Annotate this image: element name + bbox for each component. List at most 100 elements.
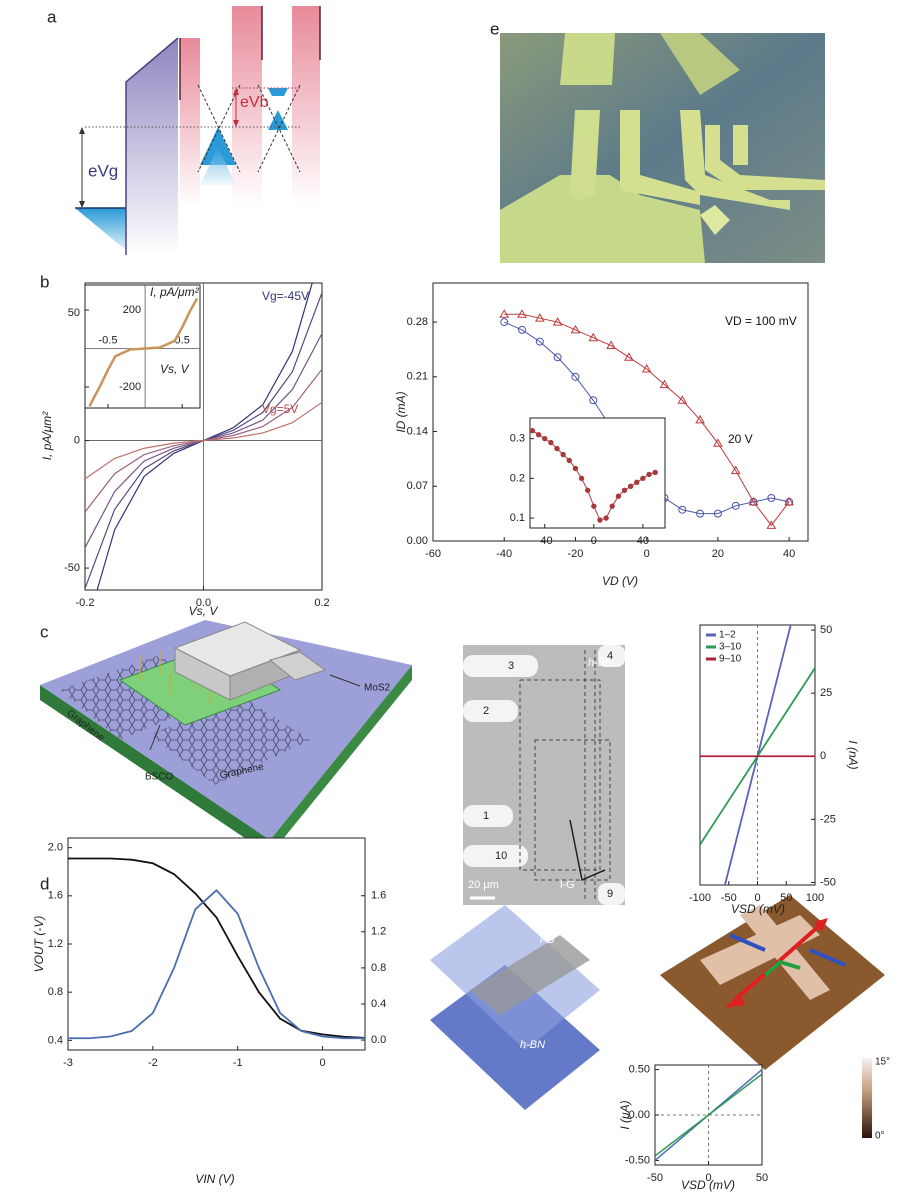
x-tick-label: -100 [689, 892, 711, 904]
shape [232, 6, 262, 206]
y-axis-label: VOUT (-V) [32, 916, 46, 973]
x-tick-label: 50 [756, 1172, 768, 1184]
y2-tick-label: 1.6 [371, 890, 386, 902]
band-label: eVg [88, 161, 118, 180]
series-line [68, 889, 365, 1040]
panel-label: b [40, 272, 49, 291]
series-group [655, 1068, 762, 1162]
marker [615, 493, 622, 499]
y-axis-label: ID (mA) [394, 391, 408, 432]
shape [268, 88, 288, 96]
x-axis-label: VD (V) [602, 574, 638, 588]
y2-tick-label: 0.4 [371, 998, 386, 1010]
marker [584, 487, 591, 493]
shape [125, 37, 179, 255]
marker [572, 465, 579, 472]
shape [569, 819, 606, 882]
shape [763, 959, 801, 977]
annotation: Vg=5V [262, 402, 298, 416]
marker [589, 396, 598, 405]
shape [862, 1058, 872, 1138]
marker [713, 509, 722, 518]
x-tick-label: -60 [425, 548, 441, 560]
shape [534, 739, 611, 881]
marker [730, 465, 741, 475]
annotation: Vg=-45V [262, 289, 309, 303]
x-tick-label: 0 [320, 1057, 326, 1069]
y-tick-label: 0.8 [48, 986, 63, 998]
y-tick-label: 0.14 [407, 425, 428, 437]
shape [660, 895, 885, 1070]
optical-image [500, 33, 825, 263]
plot-area [529, 417, 666, 529]
shape [570, 110, 600, 200]
x-tick-label: 0.5 [175, 334, 190, 346]
shape [463, 805, 513, 827]
y2-tick-label: 1.2 [371, 926, 386, 938]
band-diagram [75, 6, 321, 255]
annotation: VD = 100 mV [725, 314, 797, 328]
x-tick-label: -0.5 [99, 334, 118, 346]
marker [518, 325, 527, 334]
y-tick-label: 0.21 [407, 371, 428, 383]
x-tick-label: -40 [537, 535, 553, 547]
shape [470, 935, 590, 1015]
marker [659, 379, 670, 389]
shape [500, 175, 705, 263]
marker [597, 517, 603, 523]
x-axis-label: Vs, V [160, 362, 190, 376]
marker [696, 509, 705, 518]
shape [268, 110, 288, 130]
series-group [68, 857, 365, 1040]
plot-area [67, 837, 366, 1051]
shape [463, 655, 538, 677]
series-line [504, 313, 790, 527]
marker [548, 439, 554, 446]
x-axis-label: VSD (mV) [681, 1178, 735, 1192]
marker [500, 318, 509, 327]
shape [809, 948, 846, 967]
shape [740, 905, 830, 1000]
shape [729, 933, 766, 952]
y-tick-label: 0.00 [629, 1109, 650, 1121]
shape [126, 38, 178, 255]
shape [257, 84, 301, 173]
series-line [88, 297, 199, 407]
x-axis-label: VIN (V) [195, 1172, 234, 1186]
shape [620, 110, 700, 205]
marker [535, 431, 542, 438]
y-tick-label: 0.2 [510, 472, 525, 484]
shape [292, 6, 320, 206]
marker [677, 395, 688, 404]
y-tick-label: 25 [820, 687, 832, 699]
x-tick-label: -50 [647, 1172, 663, 1184]
y-tick-label: 200 [123, 304, 141, 316]
device-label: MoS2 [364, 683, 391, 694]
marker [554, 445, 560, 452]
x-tick-label: 40 [637, 535, 649, 547]
x-tick-label: 100 [806, 892, 824, 904]
device-label: BSCO [145, 772, 174, 783]
x-tick-label: 0 [591, 535, 597, 547]
y-tick-label: 0 [74, 434, 80, 446]
shape [519, 650, 611, 900]
y-tick-label: 0.4 [48, 1034, 63, 1046]
plot-area [84, 284, 201, 409]
y-tick-label: 0.00 [407, 535, 428, 547]
marker [767, 494, 776, 502]
marker [748, 496, 759, 506]
shape [270, 665, 412, 855]
channel-label: l-G [540, 934, 555, 946]
colorbar-label: 15° [875, 1057, 890, 1068]
x-axis-label: Vs, V [189, 604, 219, 618]
marker [695, 414, 705, 424]
chart: -40 0 40 0.1 0.2 0.3 [510, 417, 666, 547]
x-tick-label: 0 [705, 1172, 711, 1184]
series-group [88, 297, 199, 407]
marker [713, 438, 723, 447]
y-tick-label: 0.3 [510, 433, 525, 445]
shape [660, 33, 740, 95]
chart: -0.5 0.5 -200 200 Vs, V I, pA/μm² [84, 284, 201, 409]
